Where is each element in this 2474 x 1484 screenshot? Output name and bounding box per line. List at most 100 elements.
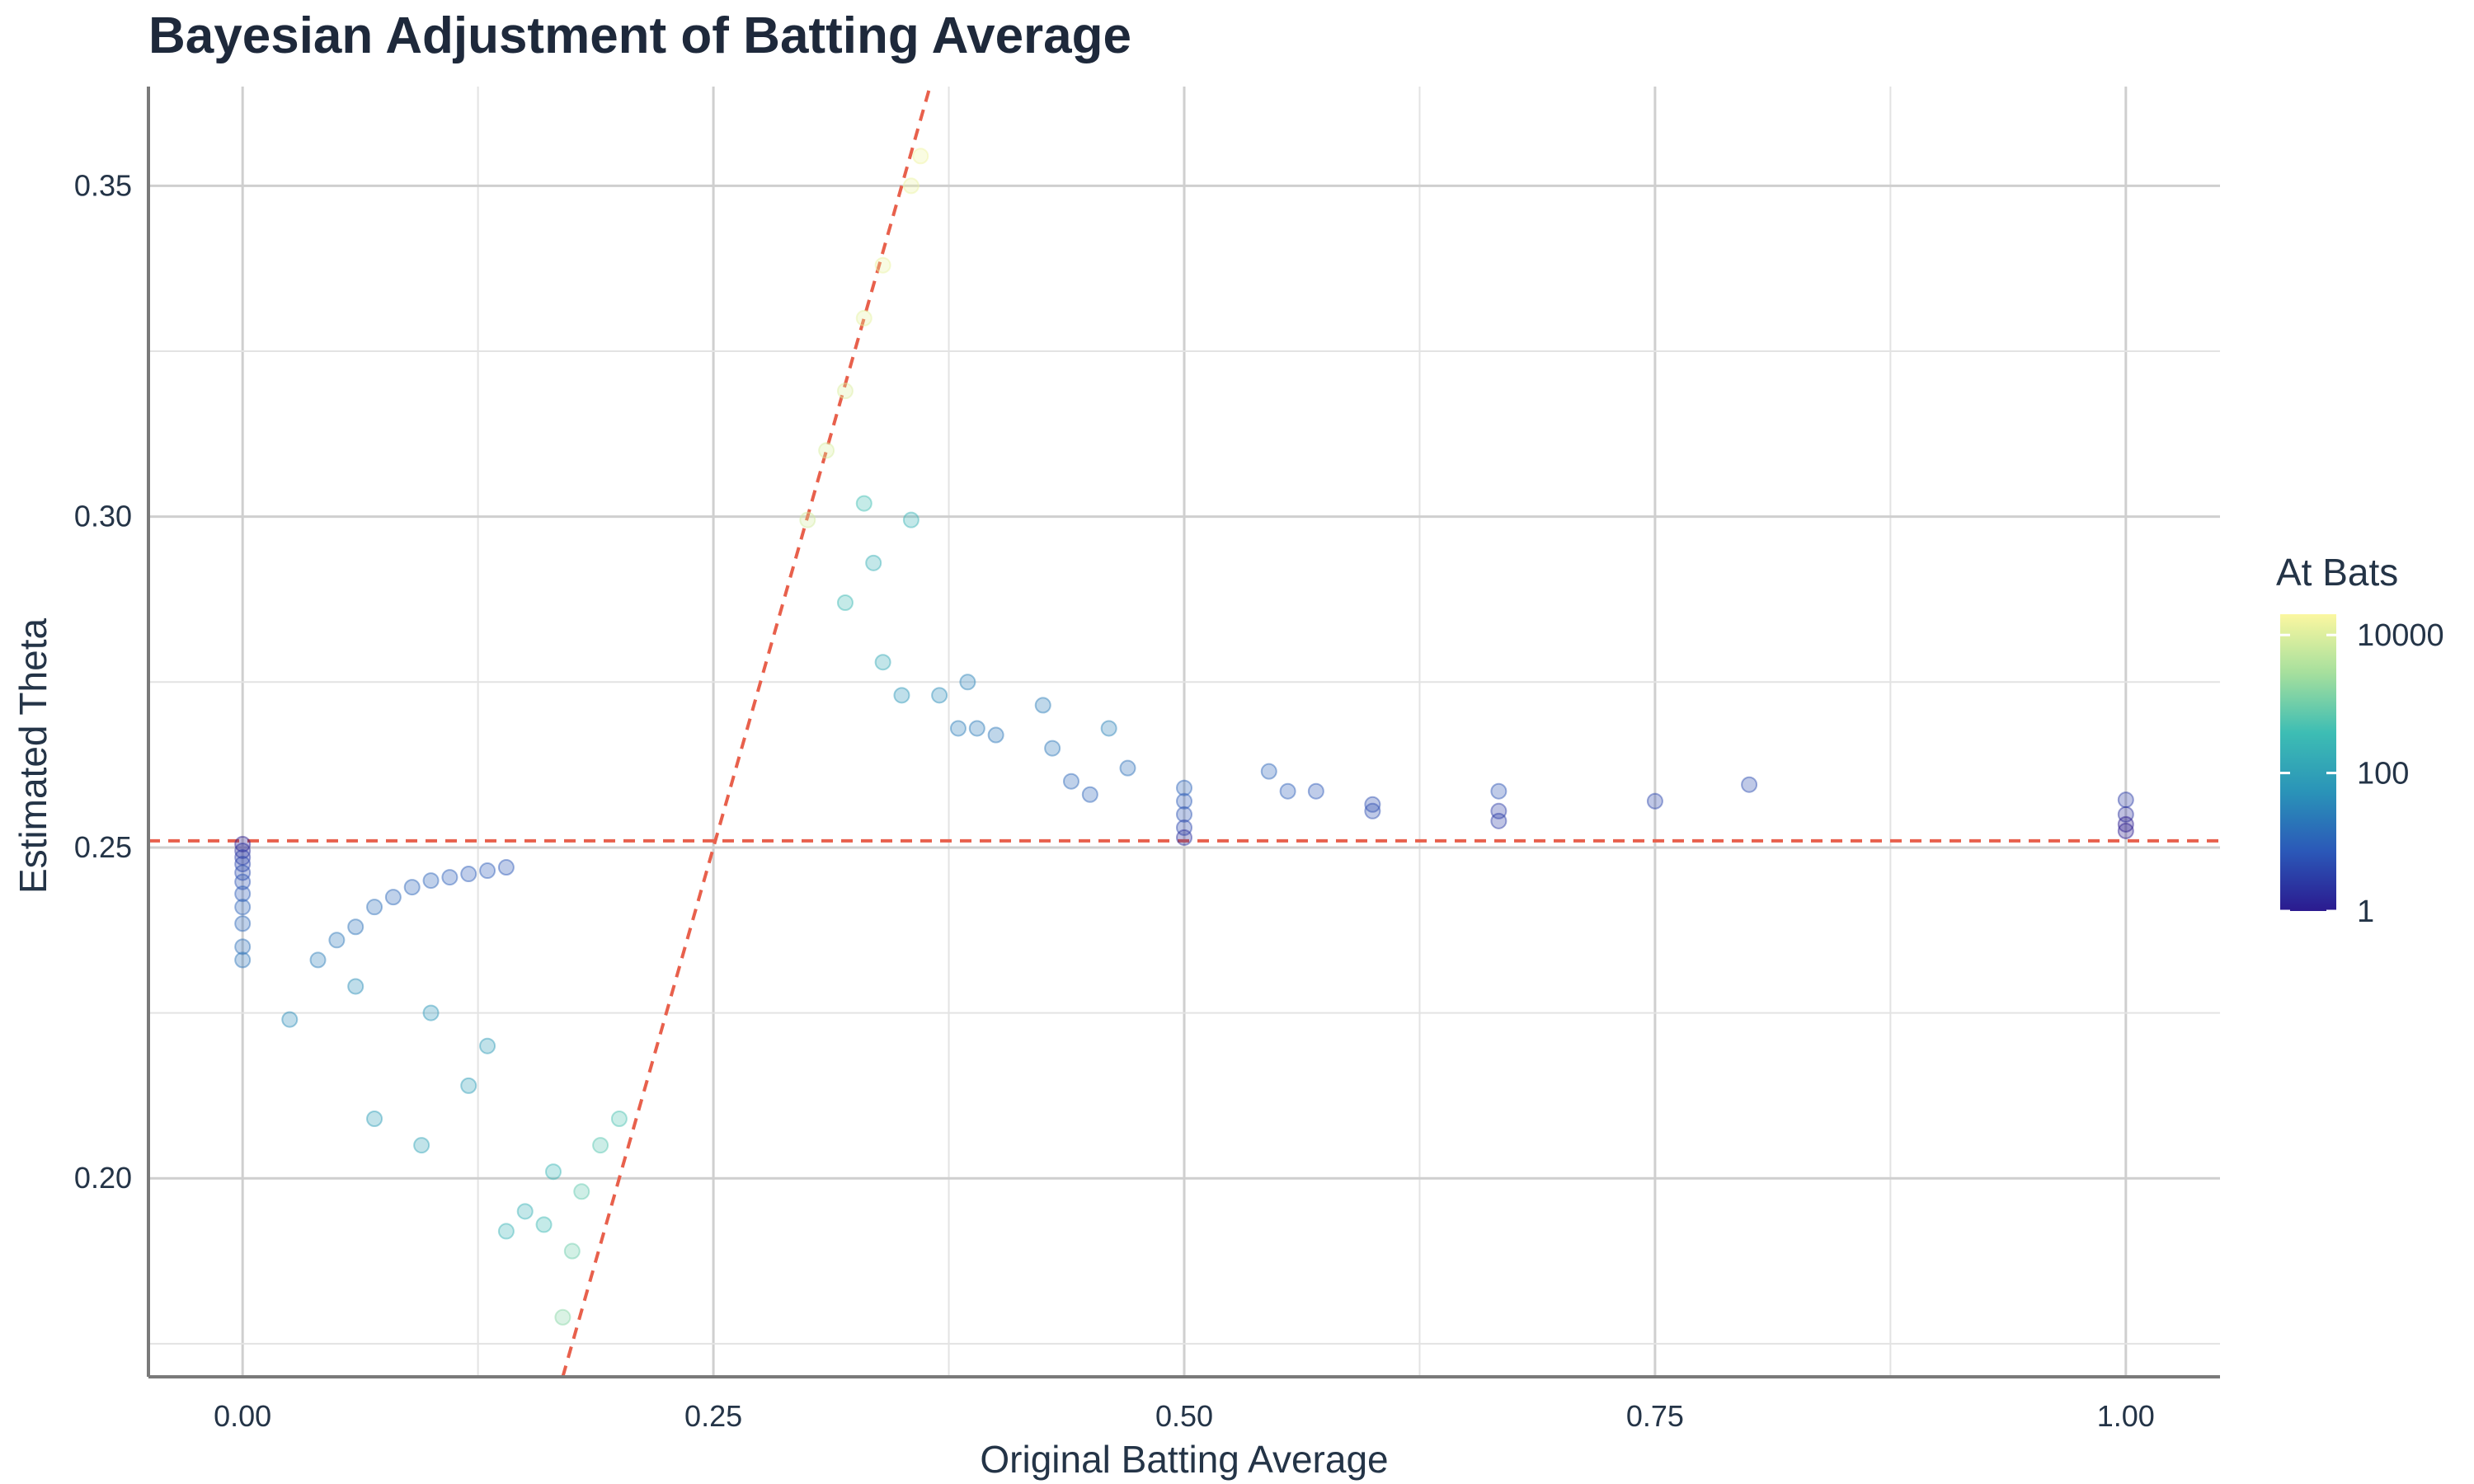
legend-tick-label: 1 bbox=[2357, 895, 2374, 929]
data-point bbox=[902, 511, 920, 528]
data-point bbox=[1062, 773, 1079, 790]
data-point bbox=[855, 495, 872, 512]
data-point bbox=[441, 869, 459, 886]
data-point bbox=[1176, 819, 1192, 836]
data-point bbox=[535, 1216, 553, 1233]
data-point bbox=[422, 1004, 440, 1021]
data-point bbox=[234, 842, 252, 859]
y-tick-label: 0.20 bbox=[74, 1161, 132, 1195]
x-tick-label: 0.25 bbox=[684, 1399, 742, 1433]
data-point bbox=[479, 1037, 496, 1054]
data-point bbox=[2117, 815, 2134, 833]
axes bbox=[147, 87, 2220, 1378]
data-point bbox=[987, 726, 1004, 744]
data-point bbox=[554, 1308, 571, 1326]
data-points bbox=[234, 148, 2134, 1326]
data-point bbox=[328, 932, 346, 949]
data-point bbox=[347, 918, 365, 936]
data-point bbox=[234, 938, 252, 956]
data-point bbox=[347, 978, 365, 995]
legend-colorbar bbox=[2280, 614, 2336, 911]
y-tick-label: 0.35 bbox=[74, 168, 132, 202]
data-point bbox=[865, 554, 882, 571]
chart-title: Bayesian Adjustment of Batting Average bbox=[148, 7, 1132, 64]
legend-title: At Bats bbox=[2276, 551, 2398, 594]
data-point bbox=[1176, 779, 1192, 796]
data-point bbox=[366, 899, 383, 916]
data-point bbox=[1176, 829, 1192, 846]
data-point bbox=[563, 1242, 581, 1260]
x-axis-title: Original Batting Average bbox=[980, 1438, 1388, 1481]
data-point bbox=[234, 848, 252, 866]
data-point bbox=[836, 383, 854, 400]
x-tick-label: 0.00 bbox=[214, 1399, 271, 1433]
reference-lines bbox=[148, 87, 2220, 1377]
data-point bbox=[1490, 802, 1507, 819]
data-point bbox=[959, 674, 976, 691]
data-point bbox=[1034, 697, 1051, 714]
data-point bbox=[1364, 802, 1381, 819]
data-point bbox=[610, 1111, 628, 1127]
data-point bbox=[1044, 740, 1061, 757]
data-point bbox=[460, 1077, 477, 1094]
x-tick-label: 1.00 bbox=[2097, 1399, 2155, 1433]
x-tick-labels: 0.00 0.25 0.50 0.75 1.00 bbox=[214, 1399, 2155, 1433]
data-point bbox=[422, 872, 440, 890]
data-point bbox=[413, 1137, 430, 1154]
data-point bbox=[855, 309, 872, 326]
data-point bbox=[1307, 782, 1324, 800]
data-point bbox=[949, 720, 967, 737]
data-point bbox=[1279, 782, 1296, 800]
y-tick-label: 0.30 bbox=[74, 500, 132, 533]
data-point bbox=[234, 873, 252, 890]
data-point bbox=[893, 687, 910, 704]
data-point bbox=[1260, 763, 1277, 780]
data-point bbox=[573, 1183, 590, 1200]
data-point bbox=[309, 951, 327, 969]
data-point bbox=[1490, 782, 1507, 800]
data-point bbox=[234, 915, 252, 932]
data-point bbox=[1176, 792, 1192, 810]
data-point bbox=[1100, 720, 1117, 737]
data-point bbox=[836, 594, 854, 611]
grid-lines bbox=[148, 87, 2220, 1377]
data-point bbox=[234, 864, 252, 881]
data-point bbox=[234, 856, 252, 873]
data-point bbox=[1119, 759, 1136, 777]
identity-line bbox=[561, 87, 932, 1377]
data-point bbox=[592, 1137, 609, 1154]
data-point bbox=[874, 256, 891, 274]
data-point bbox=[234, 899, 252, 916]
data-point bbox=[234, 951, 252, 969]
data-point bbox=[460, 866, 477, 883]
data-point bbox=[516, 1203, 534, 1220]
data-point bbox=[799, 511, 816, 528]
data-point bbox=[2117, 822, 2134, 839]
color-legend: At Bats 1 100 10000 bbox=[2276, 551, 2444, 929]
data-point bbox=[2117, 805, 2134, 823]
data-point bbox=[1490, 812, 1507, 829]
legend-tick-label: 100 bbox=[2357, 757, 2409, 791]
data-point bbox=[366, 1111, 383, 1127]
data-point bbox=[931, 687, 948, 704]
data-point bbox=[968, 720, 985, 737]
y-tick-label: 0.25 bbox=[74, 830, 132, 864]
data-point bbox=[403, 879, 421, 896]
data-point bbox=[281, 1011, 299, 1028]
data-point bbox=[384, 889, 402, 906]
data-point bbox=[234, 885, 252, 903]
data-point bbox=[902, 177, 920, 195]
data-point bbox=[1741, 776, 1758, 793]
data-point bbox=[818, 442, 835, 459]
x-tick-label: 0.75 bbox=[1626, 1399, 1684, 1433]
legend-tick-label: 10000 bbox=[2357, 618, 2444, 653]
data-point bbox=[912, 148, 929, 165]
data-point bbox=[234, 835, 252, 852]
data-point bbox=[1646, 792, 1663, 810]
data-point bbox=[1176, 805, 1192, 823]
data-point bbox=[497, 1223, 515, 1240]
data-point bbox=[479, 862, 496, 880]
data-point bbox=[1364, 796, 1381, 813]
x-tick-label: 0.50 bbox=[1155, 1399, 1213, 1433]
